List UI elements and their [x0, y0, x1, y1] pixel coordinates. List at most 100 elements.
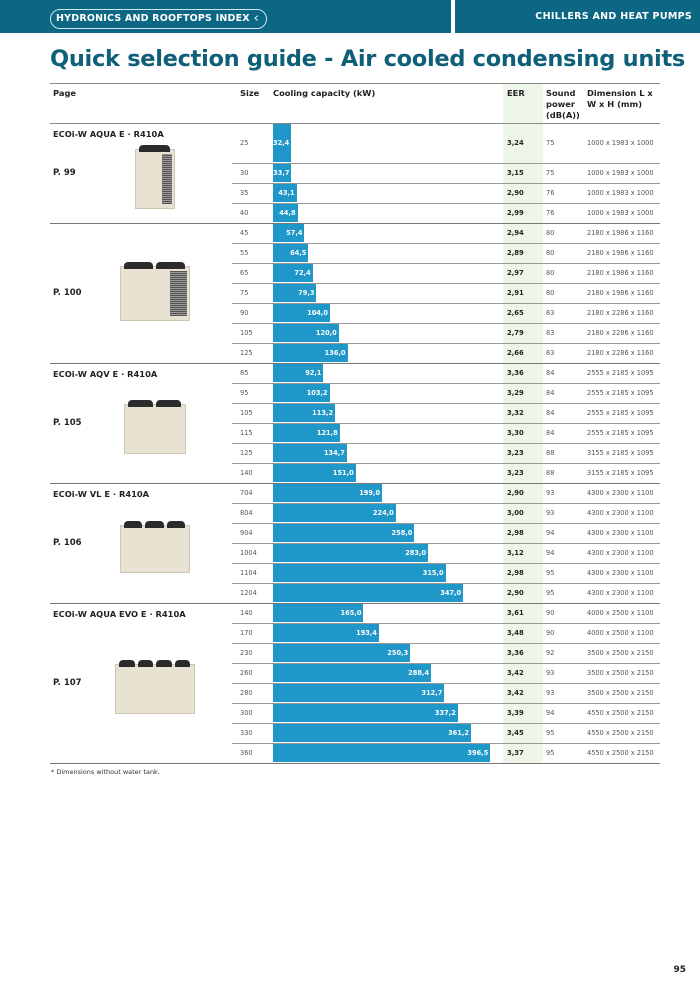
dimension-cell: 2180 x 2286 x 1160 [587, 309, 654, 317]
capacity-bar [273, 704, 458, 722]
divider [232, 203, 660, 204]
capacity-label: 151,0 [332, 469, 354, 477]
dimension-cell: 3500 x 2500 x 2150 [587, 669, 654, 677]
eer-cell: 3,45 [507, 729, 524, 737]
grille [162, 154, 172, 204]
divider [232, 563, 660, 564]
capacity-bar [273, 384, 330, 402]
size-cell: 105 [240, 409, 253, 417]
sound-cell: 90 [546, 609, 555, 617]
capacity-bar [273, 364, 324, 382]
sound-cell: 88 [546, 469, 555, 477]
dimension-cell: 1000 x 1983 x 1000 [587, 139, 654, 147]
size-cell: 330 [240, 729, 253, 737]
size-cell: 260 [240, 669, 253, 677]
divider [232, 183, 660, 184]
capacity-label: 44,8 [279, 209, 296, 217]
capacity-label: 120,0 [315, 329, 337, 337]
dimension-cell: 4000 x 2500 x 1100 [587, 609, 654, 617]
dimension-cell: 4300 x 2300 x 1100 [587, 549, 654, 557]
size-cell: 170 [240, 629, 253, 637]
divider [232, 703, 660, 704]
dimension-cell: 2180 x 1986 x 1160 [587, 289, 654, 297]
capacity-label: 72,4 [294, 269, 311, 277]
capacity-bar [273, 604, 364, 622]
size-cell: 804 [240, 509, 253, 517]
capacity-label: 92,1 [305, 369, 322, 377]
dimension-cell: 1000 x 1983 x 1000 [587, 189, 654, 197]
capacity-bar [273, 184, 297, 202]
chevron-left-icon: ‹ [253, 11, 259, 26]
size-cell: 1204 [240, 589, 257, 597]
capacity-bar [273, 524, 415, 542]
page-reference: P. 99 [53, 168, 76, 178]
divider [232, 383, 660, 384]
dimension-cell: 4550 x 2500 x 2150 [587, 729, 654, 737]
capacity-label: 121,8 [316, 429, 338, 437]
size-cell: 280 [240, 689, 253, 697]
dimension-cell: 2180 x 2286 x 1160 [587, 329, 654, 337]
dimension-cell: 2180 x 1986 x 1160 [587, 229, 654, 237]
sound-cell: 75 [546, 169, 555, 177]
capacity-bar [273, 204, 298, 222]
eer-cell: 3,42 [507, 669, 524, 677]
sound-cell: 95 [546, 589, 555, 597]
sound-cell: 93 [546, 489, 555, 497]
divider [451, 0, 455, 33]
eer-cell: 3,61 [507, 609, 524, 617]
sound-cell: 93 [546, 669, 555, 677]
sound-cell: 80 [546, 229, 555, 237]
capacity-label: 165,0 [340, 609, 362, 617]
divider [232, 283, 660, 284]
dimension-cell: 3155 x 2185 x 1095 [587, 449, 654, 457]
divider [232, 323, 660, 324]
sound-cell: 75 [546, 139, 555, 147]
eer-cell: 3,30 [507, 429, 524, 437]
index-link-button[interactable]: HYDRONICS AND ROOFTOPS INDEX ‹ [50, 9, 267, 29]
divider [232, 643, 660, 644]
divider [232, 423, 660, 424]
sound-cell: 92 [546, 649, 555, 657]
col-header-dimension: Dimension L x W x H (mm) [587, 88, 653, 109]
dimension-cell: 4300 x 2300 x 1100 [587, 489, 654, 497]
sound-cell: 95 [546, 749, 555, 757]
eer-cell: 3,37 [507, 749, 524, 757]
fan-icon [156, 261, 185, 269]
dimension-cell: 4300 x 2300 x 1100 [587, 529, 654, 537]
dimension-cell: 1000 x 1983 x 1000 [587, 209, 654, 217]
size-cell: 140 [240, 609, 253, 617]
dimension-cell: 2180 x 2286 x 1160 [587, 349, 654, 357]
sound-cell: 80 [546, 249, 555, 257]
divider [232, 663, 660, 664]
sound-cell: 83 [546, 309, 555, 317]
product-title: ECOi-W AQUA EVO E · R410A [53, 609, 186, 619]
eer-cell: 3,15 [507, 169, 524, 177]
fan-icon [124, 261, 153, 269]
sound-cell: 76 [546, 209, 555, 217]
capacity-bar [273, 684, 445, 702]
fan-icon [139, 145, 170, 152]
dimension-cell: 4000 x 2500 x 1100 [587, 629, 654, 637]
page-number: 95 [673, 965, 686, 975]
size-cell: 55 [240, 249, 249, 257]
capacity-bar [273, 224, 305, 242]
eer-cell: 2,90 [507, 189, 524, 197]
fan-icon [145, 521, 164, 528]
divider [232, 503, 660, 504]
capacity-label: 396,5 [467, 749, 489, 757]
size-cell: 125 [240, 349, 253, 357]
size-cell: 140 [240, 469, 253, 477]
capacity-bar [273, 504, 396, 522]
divider [232, 403, 660, 404]
eer-cell: 2,90 [507, 489, 524, 497]
capacity-label: 43,1 [278, 189, 295, 197]
capacity-bar [273, 164, 292, 182]
capacity-label: 33,7 [273, 169, 290, 177]
capacity-bar [273, 724, 471, 742]
eer-cell: 3,36 [507, 649, 524, 657]
sound-cell: 90 [546, 629, 555, 637]
sound-cell: 88 [546, 449, 555, 457]
capacity-bar [273, 244, 309, 262]
dimension-cell: 4550 x 2500 x 2150 [587, 709, 654, 717]
size-cell: 90 [240, 309, 249, 317]
